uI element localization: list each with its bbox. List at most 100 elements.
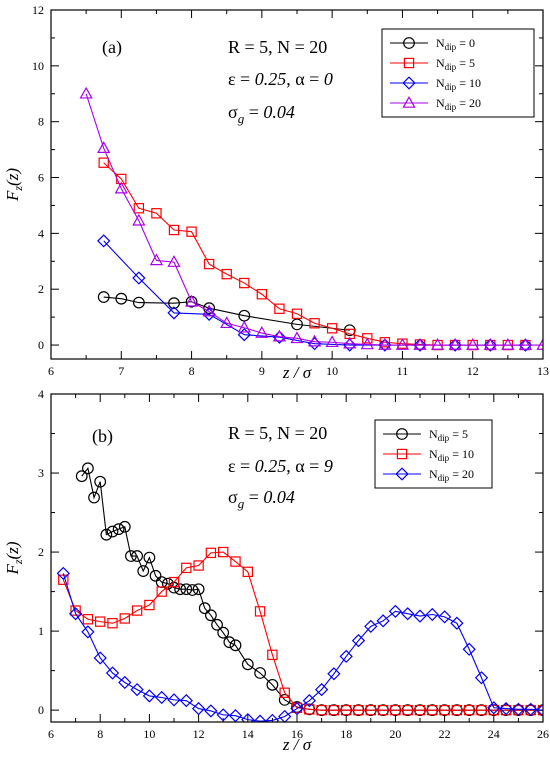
y-label-main: F (3, 564, 22, 576)
y-tick-label: 2 (38, 282, 44, 296)
legend-marker (403, 57, 415, 69)
legend-text: = 20 (456, 96, 481, 110)
data-point (198, 602, 211, 615)
annotation-text: , α = (286, 456, 324, 476)
annotation-text: σ (228, 102, 238, 122)
legend-entry: Ndip = 5 (429, 427, 468, 443)
data-point (114, 181, 128, 194)
legend: Ndip = 5 Ndip = 10 Ndip = 20 (374, 419, 493, 489)
x-tick-label: 26 (537, 727, 549, 741)
data-point (167, 693, 181, 707)
panel-label: (b) (92, 426, 113, 447)
annotation-text: ε = (228, 69, 255, 89)
y-axis-label: Fz(z) (3, 541, 25, 575)
y-tick-label: 6 (38, 171, 44, 185)
data-point (343, 336, 357, 349)
series-diamond (56, 566, 543, 722)
legend-entry: Ndip = 20 (429, 467, 474, 483)
data-point (88, 491, 100, 504)
data-point (68, 607, 83, 621)
data-point (82, 614, 94, 625)
data-point (274, 303, 285, 314)
annotation-text: σ (228, 487, 238, 507)
x-tick-label: 24 (488, 727, 500, 741)
data-point (168, 297, 180, 310)
legend-entry: Ndip = 0 (436, 36, 475, 52)
annotation-line: σg = 0.04 (228, 102, 295, 126)
y-label-subscript: z (11, 559, 25, 565)
data-point (193, 560, 204, 571)
annotation-line: σg = 0.04 (228, 487, 295, 511)
data-point (309, 318, 320, 329)
data-point (379, 337, 391, 348)
data-point (241, 712, 255, 722)
x-tick-label: 8 (97, 727, 103, 741)
data-point (100, 528, 113, 541)
annotation-text: , α = (286, 69, 324, 89)
legend-text: = 10 (449, 447, 474, 461)
plot-frame (50, 9, 544, 360)
data-point (413, 609, 427, 623)
data-point (291, 318, 303, 331)
data-point (290, 701, 304, 716)
data-point (115, 292, 128, 305)
data-point (106, 525, 119, 538)
x-tick-label: 12 (193, 727, 205, 741)
x-axis-label: z / σ (282, 363, 312, 382)
data-point (156, 586, 167, 597)
annotation-text: ε = (228, 456, 255, 476)
data-point (462, 642, 476, 656)
data-point (314, 682, 329, 697)
series-line (85, 93, 543, 346)
data-point (278, 709, 292, 722)
series-line (103, 162, 526, 346)
data-point (149, 569, 162, 582)
data-point (221, 268, 232, 280)
data-point (360, 337, 374, 350)
data-point (118, 520, 131, 533)
data-point (437, 610, 452, 624)
legend-text: = 5 (449, 427, 468, 441)
data-point (413, 338, 427, 350)
y-tick-label: 12 (32, 3, 44, 17)
data-point (427, 704, 438, 716)
annotation-subscript: g (238, 111, 245, 126)
data-point (186, 226, 197, 237)
legend-marker (403, 37, 415, 49)
data-point (133, 203, 145, 214)
data-point (202, 304, 216, 317)
data-point (254, 606, 266, 617)
data-point (220, 316, 234, 329)
legend-text: = 20 (449, 467, 474, 481)
series-line (81, 467, 543, 711)
legend-text: N (436, 96, 445, 110)
legend-subscript: dip (445, 82, 457, 92)
data-point (402, 704, 413, 716)
data-point (488, 704, 500, 716)
annotation-value: 9 (324, 456, 333, 476)
data-point (430, 338, 445, 350)
legend-entry: Ndip = 5 (436, 56, 475, 72)
legend-text: = 5 (456, 56, 475, 70)
legend-marker (402, 76, 416, 90)
legend-text: N (436, 56, 445, 70)
data-point (218, 546, 229, 558)
data-point (97, 234, 111, 248)
data-point (142, 689, 157, 703)
data-point (118, 675, 132, 690)
data-point (302, 694, 316, 708)
y-tick-label: 3 (38, 466, 44, 480)
data-point (191, 701, 206, 716)
series-triangle (79, 86, 543, 350)
data-point (192, 583, 205, 596)
data-point (223, 636, 236, 649)
data-point (266, 678, 279, 691)
legend-text: N (429, 447, 438, 461)
legend-entry: Ndip = 10 (429, 447, 474, 463)
data-point (425, 607, 439, 622)
data-point (501, 338, 515, 350)
data-point (151, 208, 162, 219)
annotation-value: 0.25 (255, 456, 287, 476)
y-tick-label: 4 (38, 226, 44, 240)
legend-entry: Ndip = 20 (436, 96, 481, 112)
